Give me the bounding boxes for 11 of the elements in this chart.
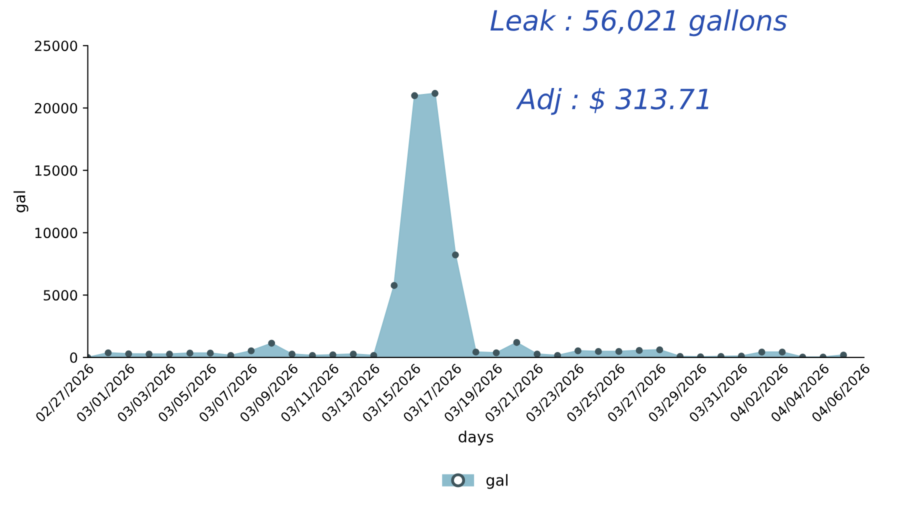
annotation: Adj : $ 313.71 [516, 88, 708, 115]
y-tick-label: 25000 [34, 40, 78, 52]
y-tick-label: 0 [70, 352, 78, 363]
y-tick-label: 10000 [35, 228, 78, 238]
x-axis-title: days [458, 430, 494, 446]
legend-label: gal [486, 474, 508, 489]
y-tick-label: 15000 [35, 165, 78, 176]
y-tick-label: 5000 [44, 290, 78, 301]
text: Leak : 56,021 gallons [490, 9, 788, 36]
y-axis-title: gal [14, 191, 28, 212]
y-tick-label: 20000 [34, 102, 78, 114]
